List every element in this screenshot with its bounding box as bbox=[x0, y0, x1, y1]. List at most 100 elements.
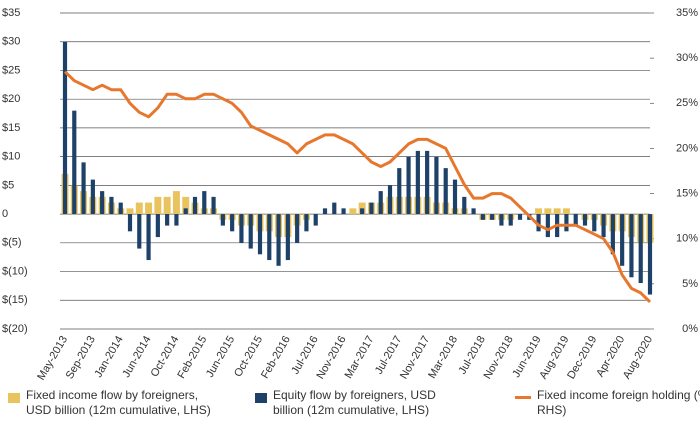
chart: $35 $30 $25 $20 $15 $10 $5 0 $(5) $(10) $(15) $(20)… bbox=[2, 7, 698, 382]
legend-swatch bbox=[8, 393, 20, 403]
bar bbox=[397, 168, 402, 215]
bar bbox=[135, 202, 143, 215]
y-tick-label: $15 bbox=[2, 122, 20, 134]
bar bbox=[638, 214, 643, 284]
bar bbox=[211, 196, 216, 215]
bar bbox=[452, 179, 458, 215]
legend-label: Fixed income flow by foreigners, USD bil… bbox=[26, 388, 211, 417]
bar bbox=[172, 191, 180, 215]
bar bbox=[369, 202, 374, 215]
bar bbox=[434, 156, 439, 215]
y-tick-label: 0 bbox=[2, 208, 8, 220]
bar bbox=[230, 214, 235, 232]
legend-label: Fixed income foreign holding (%, RHS) bbox=[537, 388, 700, 417]
bar bbox=[582, 214, 588, 226]
y-tick-label: $5 bbox=[2, 179, 14, 191]
y-tick-label: $10 bbox=[2, 151, 20, 163]
bar bbox=[202, 191, 207, 215]
bar bbox=[360, 208, 365, 215]
x-tick-label: Jul-2018 bbox=[456, 334, 487, 377]
legend-item: Fixed income foreign holding (%, RHS) bbox=[515, 388, 700, 418]
bar bbox=[126, 208, 134, 215]
bar bbox=[72, 110, 77, 215]
bar bbox=[536, 214, 541, 232]
legend-swatch bbox=[515, 396, 531, 399]
bar bbox=[267, 214, 272, 261]
bar bbox=[341, 208, 346, 215]
bar bbox=[90, 179, 95, 215]
y-tick-label: $(5) bbox=[2, 237, 22, 249]
bar bbox=[647, 214, 653, 295]
legend-label: Equity flow by foreigners, USD billion (… bbox=[273, 388, 436, 417]
bar bbox=[378, 191, 383, 215]
bar bbox=[322, 208, 328, 215]
bar bbox=[601, 214, 606, 238]
x-tick-label: Jul-2016 bbox=[289, 334, 320, 377]
bar bbox=[154, 196, 162, 215]
bar bbox=[490, 214, 495, 220]
bar bbox=[145, 202, 153, 215]
bar bbox=[137, 214, 142, 249]
x-tick-label: Jul-2017 bbox=[373, 334, 404, 377]
bar bbox=[146, 214, 151, 261]
y-tick-label: $25 bbox=[2, 64, 20, 76]
bar bbox=[276, 214, 281, 266]
legend-swatch bbox=[255, 393, 267, 403]
bar bbox=[562, 208, 570, 215]
bar bbox=[406, 156, 411, 215]
y2-tick-label: 5% bbox=[682, 278, 698, 290]
y-tick-label: $30 bbox=[2, 36, 20, 48]
bar bbox=[81, 162, 86, 215]
bar bbox=[480, 214, 485, 220]
bar bbox=[109, 196, 114, 215]
bar bbox=[163, 196, 171, 215]
bar bbox=[174, 214, 179, 226]
bar bbox=[462, 196, 467, 215]
bar bbox=[387, 185, 393, 215]
bar bbox=[553, 208, 561, 215]
y2-tick-label: 15% bbox=[676, 187, 698, 199]
y2-tick-label: 25% bbox=[676, 97, 698, 109]
legend-item: Equity flow by foreigners, USD billion (… bbox=[255, 388, 458, 418]
bar bbox=[182, 196, 190, 215]
bar bbox=[313, 214, 318, 226]
bar bbox=[508, 214, 513, 226]
bar bbox=[610, 214, 615, 255]
bar bbox=[620, 214, 625, 266]
bar bbox=[155, 214, 160, 238]
bar bbox=[62, 41, 68, 215]
bar bbox=[592, 214, 597, 232]
bar bbox=[443, 168, 448, 215]
bar bbox=[220, 214, 225, 226]
bar bbox=[544, 208, 552, 215]
bar bbox=[192, 196, 198, 215]
y-tick-label: $(15) bbox=[2, 294, 28, 306]
bar bbox=[564, 214, 569, 232]
bar bbox=[165, 214, 170, 226]
y-tick-label: $35 bbox=[2, 7, 20, 19]
bar bbox=[535, 208, 543, 215]
y2-tick-label: 20% bbox=[676, 142, 698, 154]
bar bbox=[499, 214, 504, 226]
bar bbox=[183, 208, 188, 215]
bar bbox=[295, 214, 300, 243]
bar bbox=[425, 150, 430, 215]
y2-tick-label: 35% bbox=[676, 7, 698, 19]
bar bbox=[248, 214, 253, 249]
y2-tick-label: 0% bbox=[682, 323, 698, 335]
y-tick-label: $(20) bbox=[2, 323, 28, 335]
bar bbox=[573, 214, 578, 226]
bar bbox=[517, 214, 523, 220]
bar bbox=[127, 214, 133, 232]
bar bbox=[285, 214, 290, 261]
bar bbox=[471, 208, 476, 215]
bar bbox=[304, 214, 309, 232]
y2-tick-label: 30% bbox=[676, 52, 698, 64]
bar bbox=[349, 208, 357, 215]
y2-tick-label: 10% bbox=[676, 233, 698, 245]
bar bbox=[332, 202, 337, 215]
bar bbox=[257, 214, 263, 255]
y-tick-label: $20 bbox=[2, 93, 20, 105]
y-tick-label: $(10) bbox=[2, 265, 28, 277]
